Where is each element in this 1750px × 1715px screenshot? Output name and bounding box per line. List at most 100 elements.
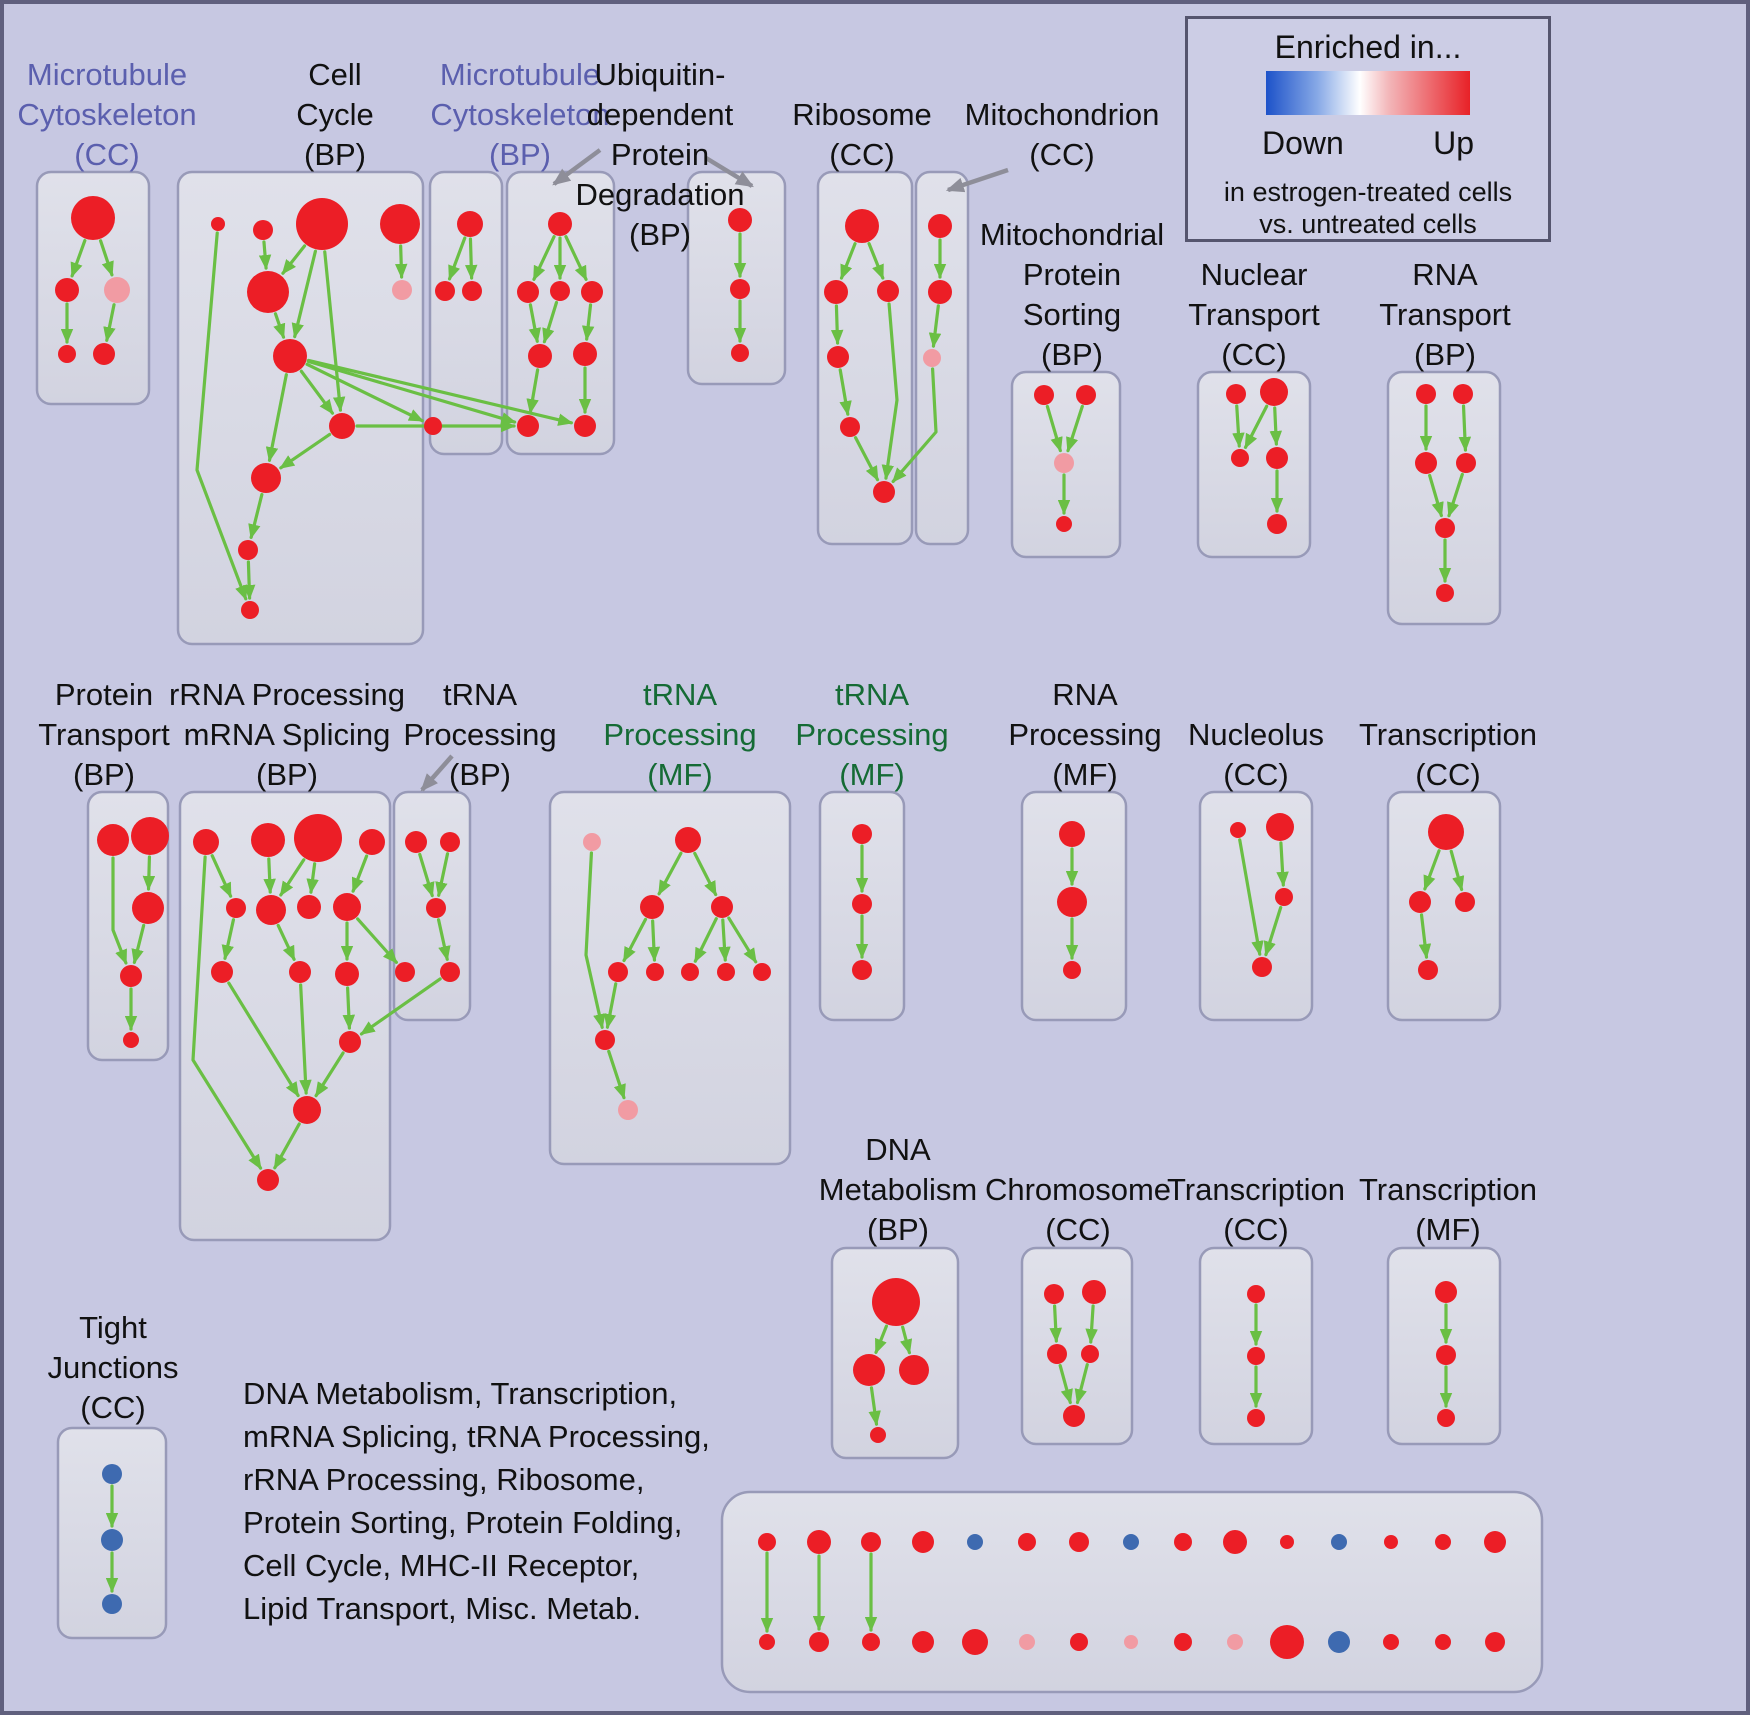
group-label-dna-metabolism: DNA Metabolism (BP): [819, 1132, 978, 1247]
node-cc2: [253, 220, 273, 240]
node-rb1: [845, 209, 879, 243]
node-rt1: [1416, 384, 1436, 404]
group-label-chromosome: Chromosome (CC): [985, 1172, 1171, 1247]
node-w15: [1484, 1531, 1506, 1553]
edge-ub3-ub5: [542, 300, 559, 344]
node-w6: [1018, 1533, 1036, 1551]
edge-nc3-nc4: [1263, 905, 1283, 957]
legend: Enriched in... Down Up in estrogen-treat…: [1185, 16, 1551, 242]
node-rr13: [293, 1096, 321, 1124]
node-cc9: [251, 463, 281, 493]
edge-rt2-rt4: [1458, 404, 1472, 452]
edge-rr10-rr13: [299, 983, 312, 1095]
node-w14: [1435, 1534, 1451, 1550]
edge-tc1-tc2: [1423, 849, 1441, 891]
node-nc4: [1252, 957, 1272, 977]
edge-rr12-rr13: [314, 1051, 345, 1098]
node-w11: [1280, 1535, 1294, 1549]
edge-rr8-tb4: [356, 917, 398, 964]
node-w9: [1174, 1533, 1192, 1551]
node-rr10: [289, 961, 311, 983]
node-v15: [1485, 1632, 1505, 1652]
legend-down-label: Down: [1262, 125, 1344, 161]
edge-ub4-ub6: [581, 303, 595, 341]
node-rt4: [1456, 453, 1476, 473]
edge-cc1-cc11: [195, 231, 248, 601]
edge-rr5-rr9: [221, 918, 236, 961]
edge-tb3-tb5: [436, 918, 451, 962]
edge-mt2-mt3: [928, 304, 942, 348]
group-label-transcription-cc-b: Transcription (CC): [1167, 1172, 1345, 1247]
group-label-tight-junctions: Tight Junctions (CC): [48, 1310, 179, 1425]
node-rr11: [335, 962, 359, 986]
edge-tm10-tm11: [607, 1049, 626, 1100]
node-nc2: [1266, 813, 1294, 841]
node-v13: [1383, 1634, 1399, 1650]
node-v10: [1227, 1634, 1243, 1650]
edge-mc1-mc3: [98, 239, 114, 277]
group-label-ribosome-cc: Ribosome (CC): [792, 97, 932, 172]
edge-nu2-nu3: [1243, 404, 1269, 449]
edge-nu2-nu4: [1269, 406, 1283, 446]
node-mb4: [424, 417, 442, 435]
node-w4: [912, 1531, 934, 1553]
node-w12: [1331, 1534, 1347, 1550]
group-label-ubiquitin-bp: Ubiquitin-dependent Protein Degradation (BP…: [576, 57, 745, 252]
node-ta2: [1247, 1347, 1265, 1365]
node-v6: [1019, 1634, 1035, 1650]
edge-tm4-tm7: [693, 917, 718, 963]
node-mc1: [71, 196, 115, 240]
edge-rr6-rr10: [276, 923, 296, 962]
node-tc1: [1428, 814, 1464, 850]
edge-ub2-ub5: [528, 303, 541, 344]
node-nu4: [1266, 447, 1288, 469]
node-v14: [1435, 1634, 1451, 1650]
node-tb2: [440, 832, 460, 852]
node-nc3: [1275, 888, 1293, 906]
node-rr8: [333, 893, 361, 921]
node-ub2: [517, 281, 539, 303]
edge-cr3-cr5: [1058, 1363, 1073, 1405]
node-tm4: [711, 896, 733, 918]
edge-tm4-tm9: [727, 916, 758, 964]
edge-rr3-rr7: [306, 862, 319, 894]
node-cr2: [1082, 1280, 1106, 1304]
node-cc5: [247, 271, 289, 313]
node-rr5: [226, 898, 246, 918]
edge-mc1-mc2: [70, 238, 87, 278]
group-label-mito-protein-sorting: Mitochondrial Protein Sorting (BP): [980, 217, 1164, 372]
edge-rt4-rt5: [1447, 472, 1464, 518]
edge-ub5-ub7: [526, 368, 540, 415]
node-w3: [861, 1532, 881, 1552]
node-uv1: [728, 208, 752, 232]
edge-tm3-tm5: [622, 917, 648, 963]
group-box-trna-mf-a: [548, 790, 792, 1166]
edge-nc1-nc4: [1238, 838, 1264, 957]
edge-rr1-rr14: [191, 855, 263, 1170]
node-tm6: [646, 963, 664, 981]
edge-tb1-tb3: [418, 852, 435, 898]
node-v12: [1328, 1631, 1350, 1653]
node-pt2: [131, 817, 169, 855]
misc-caption-line-2: mRNA Splicing, tRNA Processing,: [243, 1419, 710, 1454]
node-uv3: [731, 344, 749, 362]
node-rr7: [297, 895, 321, 919]
node-v11: [1270, 1625, 1304, 1659]
group-label-rna-processing-mf: RNA Processing (MF): [1008, 677, 1161, 792]
node-rr14: [257, 1169, 279, 1191]
node-v9: [1174, 1633, 1192, 1651]
node-ub8: [574, 415, 596, 437]
edge-tb2-tb3: [435, 852, 450, 898]
misc-caption-line-6: Lipid Transport, Misc. Metab.: [243, 1591, 641, 1626]
edge-tc1-tc3: [1449, 849, 1465, 892]
node-rr1: [193, 829, 219, 855]
group-label-transcription-mf: Transcription (MF): [1359, 1172, 1537, 1247]
node-w10: [1223, 1530, 1247, 1554]
node-tb1: [405, 831, 427, 853]
node-tm8: [717, 963, 735, 981]
node-tj2: [101, 1529, 123, 1551]
edge-rr11-rr12: [342, 986, 356, 1030]
group-label-protein-transport: Protein Transport (BP): [38, 677, 170, 792]
edge-mb1-mb2: [447, 236, 467, 281]
node-cc8: [329, 413, 355, 439]
